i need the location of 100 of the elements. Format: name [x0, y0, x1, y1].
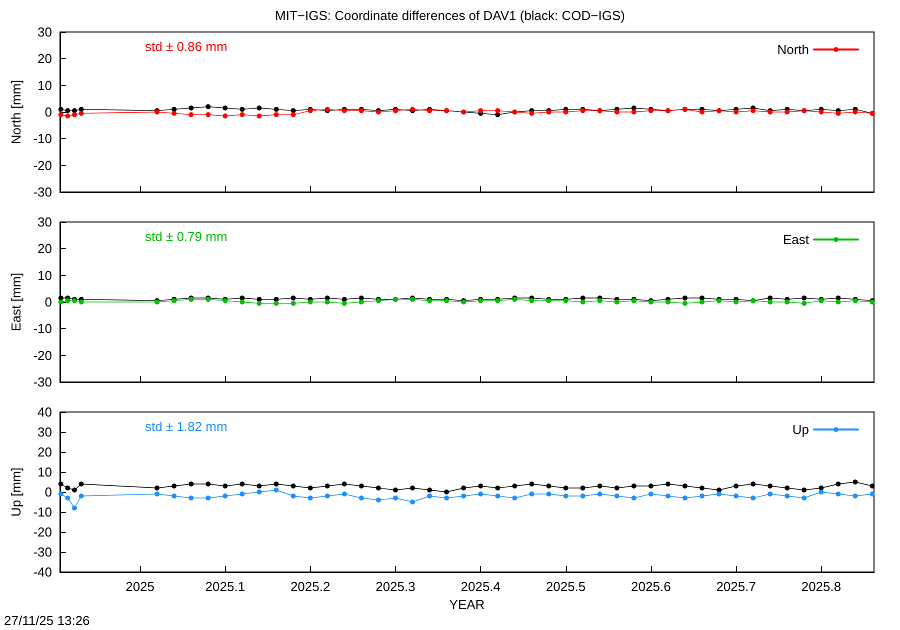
- legend-label: East: [782, 232, 810, 247]
- point: [78, 494, 84, 498]
- point: [324, 494, 330, 498]
- point: [188, 496, 194, 500]
- point: [802, 488, 807, 492]
- chart-title: MIT−IGS: Coordinate differences of DAV1 (black: COD−IGS): [275, 8, 625, 23]
- point: [852, 494, 858, 498]
- point: [78, 110, 84, 116]
- point: [376, 486, 381, 490]
- point: [410, 486, 416, 490]
- point: [65, 108, 70, 114]
- x-tick-label: 2025.7: [716, 579, 756, 594]
- point: [750, 108, 756, 114]
- point: [324, 484, 330, 488]
- y-tick-label: -30: [33, 544, 52, 560]
- point: [188, 482, 194, 486]
- point: [563, 110, 568, 114]
- y-tick-label: -30: [33, 184, 52, 200]
- point: [65, 114, 70, 118]
- point: [308, 496, 313, 500]
- annotation: std ± 0.86 mm: [145, 39, 228, 54]
- point: [427, 488, 432, 492]
- y-tick-label: 30: [38, 214, 52, 230]
- point: [495, 494, 500, 498]
- point: [870, 484, 875, 488]
- point: [222, 114, 228, 118]
- point: [290, 112, 296, 118]
- y-tick-label: -40: [33, 564, 52, 580]
- point: [734, 484, 739, 488]
- point: [222, 106, 228, 110]
- point: [342, 492, 347, 496]
- point: [818, 490, 824, 494]
- point: [274, 112, 279, 118]
- point: [444, 490, 450, 494]
- x-tick-label: 2025.8: [801, 579, 842, 594]
- point: [274, 106, 279, 112]
- y-tick-label: 40: [38, 404, 52, 420]
- point: [392, 488, 398, 492]
- point: [648, 484, 654, 488]
- point: [852, 110, 858, 114]
- point: [290, 494, 296, 498]
- y-tick-label: 0: [44, 104, 52, 120]
- y-tick-label: -10: [33, 321, 52, 336]
- annotation: std ± 0.79 mm: [145, 229, 228, 244]
- point: [682, 496, 688, 500]
- point: [72, 488, 77, 492]
- legend-label: North: [777, 42, 809, 57]
- point: [154, 492, 160, 496]
- x-tick-label: 2025.4: [460, 579, 501, 594]
- point: [546, 492, 552, 496]
- point: [188, 106, 194, 110]
- x-tick-label: 2025.6: [631, 579, 671, 594]
- point: [700, 494, 705, 498]
- point: [72, 112, 77, 118]
- y-tick-label: 10: [38, 268, 52, 283]
- point: [802, 496, 807, 500]
- point: [206, 104, 211, 110]
- y-tick-label: 0: [44, 484, 52, 500]
- point: [836, 492, 841, 496]
- point: [512, 484, 518, 488]
- point: [580, 494, 586, 498]
- point: [665, 482, 670, 486]
- point: [478, 492, 484, 496]
- x-axis-title: YEAR: [449, 596, 485, 612]
- point: [256, 106, 262, 110]
- point: [818, 110, 824, 114]
- point: [495, 108, 500, 114]
- point: [614, 486, 620, 490]
- point: [648, 492, 654, 496]
- point: [240, 492, 245, 496]
- y-tick-label: 20: [38, 444, 52, 460]
- point: [495, 486, 500, 490]
- point: [172, 110, 177, 116]
- point: [665, 494, 670, 498]
- point: [597, 492, 602, 496]
- point: [206, 112, 211, 118]
- point: [750, 496, 756, 500]
- point: [852, 480, 858, 484]
- y-tick-label: -20: [33, 158, 52, 173]
- point: [700, 110, 705, 114]
- point: [768, 492, 773, 496]
- point: [444, 496, 450, 500]
- point: [836, 110, 841, 116]
- x-tick-label: 2025.5: [546, 579, 586, 594]
- y-tick-label: 0: [44, 294, 52, 310]
- point: [172, 494, 177, 498]
- point: [563, 494, 568, 498]
- x-tick-label: 2025.3: [376, 579, 416, 594]
- y-tick-label: -30: [33, 374, 52, 390]
- x-tick-label: 2025.2: [290, 579, 330, 594]
- point: [358, 496, 364, 500]
- point: [58, 492, 64, 496]
- point: [58, 112, 64, 118]
- y-axis-title: North [mm]: [8, 80, 24, 144]
- point: [65, 486, 70, 490]
- point: [700, 486, 705, 490]
- point: [358, 484, 364, 488]
- point: [58, 482, 64, 486]
- point: [72, 108, 77, 114]
- point: [784, 110, 790, 114]
